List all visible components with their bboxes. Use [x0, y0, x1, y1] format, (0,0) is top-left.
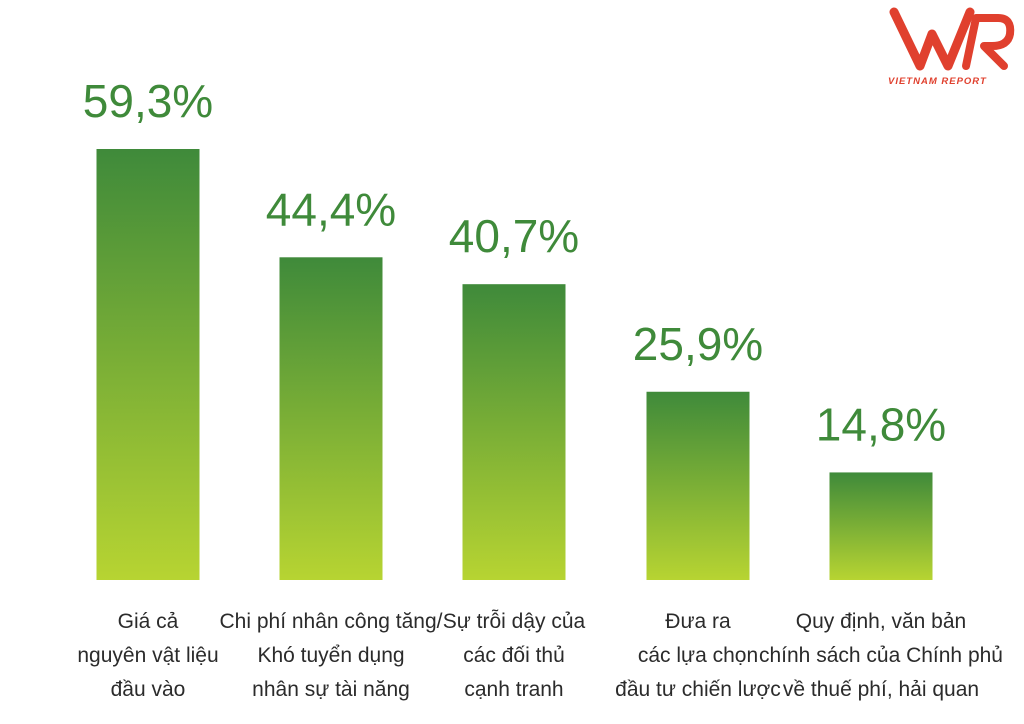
bar-4 — [829, 472, 933, 580]
value-label-1: 44,4% — [266, 183, 396, 235]
category-label-2-line-1: các đối thủ — [463, 644, 565, 667]
category-label-2-line-0: Sự trỗi dậy của — [443, 610, 586, 633]
bar-0 — [96, 149, 200, 580]
category-label-3-line-0: Đưa ra — [665, 610, 731, 633]
logo-text: VIETNAM REPORT — [888, 76, 987, 87]
category-label-1-line-1: Khó tuyển dụng — [257, 644, 404, 667]
vietnam-report-logo: VIETNAM REPORT — [888, 7, 1015, 87]
value-label-3: 25,9% — [633, 318, 763, 370]
category-label-1-line-2: nhân sự tài năng — [252, 678, 410, 701]
category-label-3-line-1: các lựa chọn — [638, 644, 758, 667]
category-label-2-line-2: cạnh tranh — [464, 678, 563, 701]
bar-3 — [646, 391, 750, 580]
category-label-0-line-2: đầu vào — [111, 678, 186, 701]
category-label-1-line-0: Chi phí nhân công tăng/ — [219, 610, 442, 633]
category-label-4-line-2: về thuế phí, hải quan — [783, 678, 979, 701]
category-label-3-line-2: đầu tư chiến lược — [615, 678, 781, 701]
value-labels-group: 59,3% 44,4% 40,7% 25,9% 14,8% — [83, 75, 946, 450]
value-label-0: 59,3% — [83, 75, 213, 127]
bar-2 — [462, 284, 566, 580]
category-labels-group: Giá cả nguyên vật liệu đầu vào Chi phí nhân… — [77, 610, 1003, 701]
category-label-0-line-0: Giá cả — [118, 610, 179, 633]
category-label-0-line-1: nguyên vật liệu — [77, 644, 218, 667]
category-label-4-line-1: chính sách của Chính phủ — [759, 644, 1003, 667]
value-label-2: 40,7% — [449, 210, 579, 262]
bar-1 — [279, 257, 383, 580]
bars-group — [96, 149, 933, 580]
value-label-4: 14,8% — [816, 398, 946, 450]
category-label-4-line-0: Quy định, văn bản — [796, 610, 966, 633]
